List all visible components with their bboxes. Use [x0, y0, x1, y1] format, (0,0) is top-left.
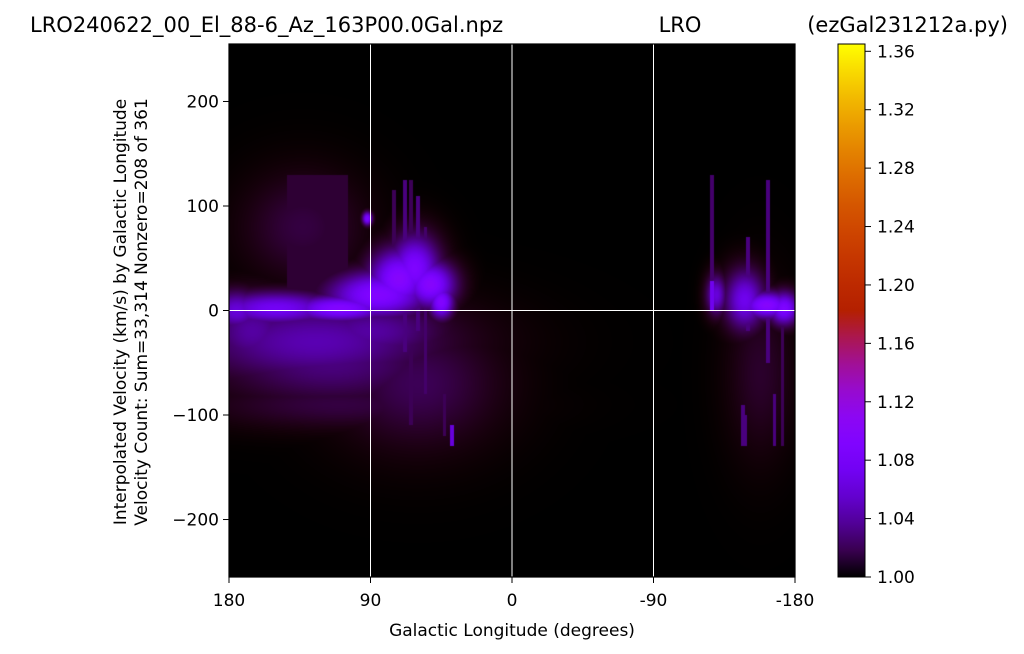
- header-title-right: (ezGal231212a.py): [807, 13, 1008, 37]
- colorbar: 1.00 1.04 1.08 1.12 1.16 1.20 1.24 1.28 1.32 1.36: [837, 42, 915, 588]
- x-axis-ticks: 180 90 0 -90 -180: [213, 577, 815, 611]
- y-tick-label: 0: [208, 302, 219, 322]
- x-tick-label: 180: [213, 591, 245, 611]
- x-axis-label: Galactic Longitude (degrees): [389, 621, 635, 641]
- y-tick-label: 100: [187, 197, 219, 217]
- header-title-center: LRO: [659, 13, 702, 37]
- colorbar-tick-label: 1.08: [877, 451, 915, 471]
- heatmap-plot: [228, 43, 796, 578]
- y-tick-label: −200: [172, 511, 219, 531]
- header-title-left: LRO240622_00_El_88-6_Az_163P00.0Gal.npz: [30, 13, 503, 38]
- colorbar-tick-label: 1.32: [877, 101, 915, 121]
- y-axis-ticks: 200 100 0 −100 −200: [172, 92, 229, 531]
- reference-lines: [229, 44, 795, 577]
- x-tick-label: 90: [360, 591, 382, 611]
- y-axis-label-line2: Velocity Count: Sum=33,314 Nonzero=208 o…: [132, 98, 152, 526]
- x-tick-label: -90: [640, 591, 668, 611]
- colorbar-tick-label: 1.36: [877, 42, 915, 62]
- x-tick-label: -180: [776, 591, 815, 611]
- y-tick-label: −100: [172, 406, 219, 426]
- y-axis-label-line1: Interpolated Velocity (km/s) by Galactic…: [111, 99, 131, 525]
- colorbar-tick-label: 1.20: [877, 276, 915, 296]
- x-tick-label: 0: [507, 591, 518, 611]
- colorbar-tick-label: 1.12: [877, 393, 915, 413]
- colorbar-tick-label: 1.16: [877, 334, 915, 354]
- colorbar-gradient: [837, 43, 866, 578]
- colorbar-tick-label: 1.28: [877, 159, 915, 179]
- colorbar-tick-label: 1.24: [877, 218, 915, 238]
- colorbar-tick-label: 1.04: [877, 510, 915, 530]
- colorbar-ticks: 1.00 1.04 1.08 1.12 1.16 1.20 1.24 1.28 1.32 1.36: [865, 42, 915, 588]
- y-tick-label: 200: [187, 92, 219, 112]
- colorbar-tick-label: 1.00: [877, 568, 915, 588]
